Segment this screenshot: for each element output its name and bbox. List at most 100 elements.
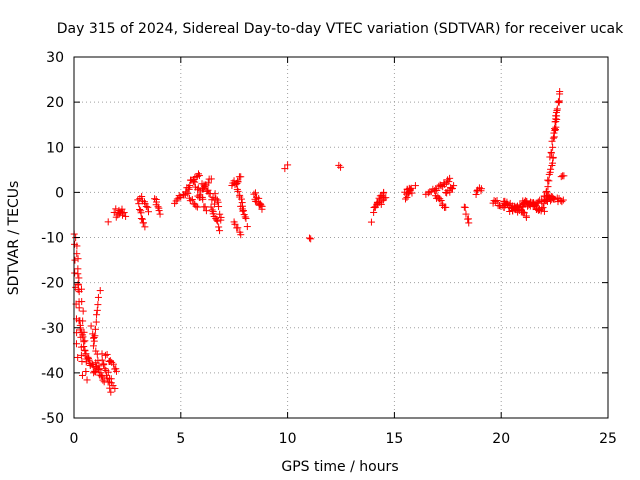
data-point xyxy=(152,198,160,206)
x-tick-label: 5 xyxy=(176,431,185,447)
data-point xyxy=(136,206,144,214)
data-point xyxy=(307,235,315,243)
data-point xyxy=(74,255,82,263)
data-point xyxy=(477,185,485,193)
data-point xyxy=(472,190,480,198)
data-point xyxy=(78,298,86,306)
data-point xyxy=(90,337,98,345)
data-point xyxy=(135,200,143,208)
data-point xyxy=(450,182,458,190)
y-tick-label: -20 xyxy=(41,276,64,292)
data-point xyxy=(284,161,292,169)
data-point xyxy=(80,343,88,351)
data-point xyxy=(84,354,92,362)
data-point xyxy=(492,197,500,205)
y-tick-label: 20 xyxy=(46,95,64,111)
data-point xyxy=(239,207,247,215)
data-point xyxy=(186,181,194,189)
data-point xyxy=(411,182,419,190)
data-point xyxy=(73,242,81,250)
data-point xyxy=(154,203,162,211)
data-point xyxy=(403,193,411,201)
data-point xyxy=(80,328,88,336)
data-point xyxy=(79,307,87,315)
data-point xyxy=(233,179,241,187)
data-point xyxy=(240,211,248,219)
data-point xyxy=(554,98,562,106)
data-point xyxy=(192,202,200,210)
data-point xyxy=(194,170,202,178)
data-point xyxy=(155,207,163,215)
data-point xyxy=(112,205,120,213)
grid xyxy=(74,57,608,418)
data-point xyxy=(75,304,83,312)
data-point xyxy=(108,358,116,366)
data-point xyxy=(93,306,101,314)
data-point xyxy=(465,219,473,227)
data-point xyxy=(462,210,470,218)
data-point xyxy=(104,218,112,226)
data-point xyxy=(543,187,551,195)
data-point xyxy=(377,200,385,208)
data-point xyxy=(544,183,552,191)
data-point xyxy=(89,330,97,338)
data-point xyxy=(402,195,410,203)
data-point xyxy=(77,285,85,293)
data-point xyxy=(71,269,79,277)
data-point xyxy=(234,178,242,186)
data-point xyxy=(94,364,102,372)
data-point xyxy=(555,97,563,105)
data-point xyxy=(556,88,564,96)
data-point xyxy=(560,172,568,180)
data-point xyxy=(90,367,98,375)
data-point xyxy=(509,207,517,215)
data-point xyxy=(433,186,441,194)
data-point xyxy=(142,203,150,211)
data-point xyxy=(202,207,210,215)
x-tick-label: 10 xyxy=(279,431,297,447)
data-point xyxy=(109,360,117,368)
data-point xyxy=(98,350,106,358)
data-point xyxy=(191,178,199,186)
data-point xyxy=(553,105,561,113)
data-point xyxy=(92,318,100,326)
data-point xyxy=(445,178,453,186)
data-point xyxy=(461,203,469,211)
data-point xyxy=(251,189,259,197)
y-tick-label: 30 xyxy=(46,50,64,66)
y-tick-label: -30 xyxy=(41,321,64,337)
data-point xyxy=(92,347,100,355)
data-point xyxy=(111,384,119,392)
data-point xyxy=(553,194,561,202)
data-point xyxy=(542,188,550,196)
data-point xyxy=(442,203,450,211)
data-point xyxy=(446,174,454,182)
tick-labels: 0 5 10 15 20 25 -50 -40 -30 -20 -10 0 10 20 30 xyxy=(41,50,617,447)
data-point xyxy=(234,187,242,195)
data-point xyxy=(104,368,112,376)
y-tick-label: -10 xyxy=(41,231,64,247)
data-point xyxy=(119,209,127,217)
data-point xyxy=(520,208,528,216)
data-point xyxy=(94,301,102,309)
data-point xyxy=(211,200,219,208)
data-point xyxy=(529,203,537,211)
data-point xyxy=(551,125,559,133)
data-point xyxy=(87,322,95,330)
data-point xyxy=(207,175,215,183)
data-point xyxy=(258,205,266,213)
data-point xyxy=(138,192,146,200)
data-point xyxy=(77,351,85,359)
data-point xyxy=(237,173,245,181)
x-axis-label: GPS time / hours xyxy=(281,459,398,475)
data-point xyxy=(75,274,83,282)
data-point xyxy=(101,351,109,359)
data-point xyxy=(255,194,263,202)
data-point xyxy=(239,207,247,215)
data-point xyxy=(94,293,102,301)
data-point xyxy=(559,196,567,204)
data-point xyxy=(281,165,289,173)
data-point xyxy=(96,287,104,295)
data-point xyxy=(98,356,106,364)
data-point xyxy=(103,350,111,358)
